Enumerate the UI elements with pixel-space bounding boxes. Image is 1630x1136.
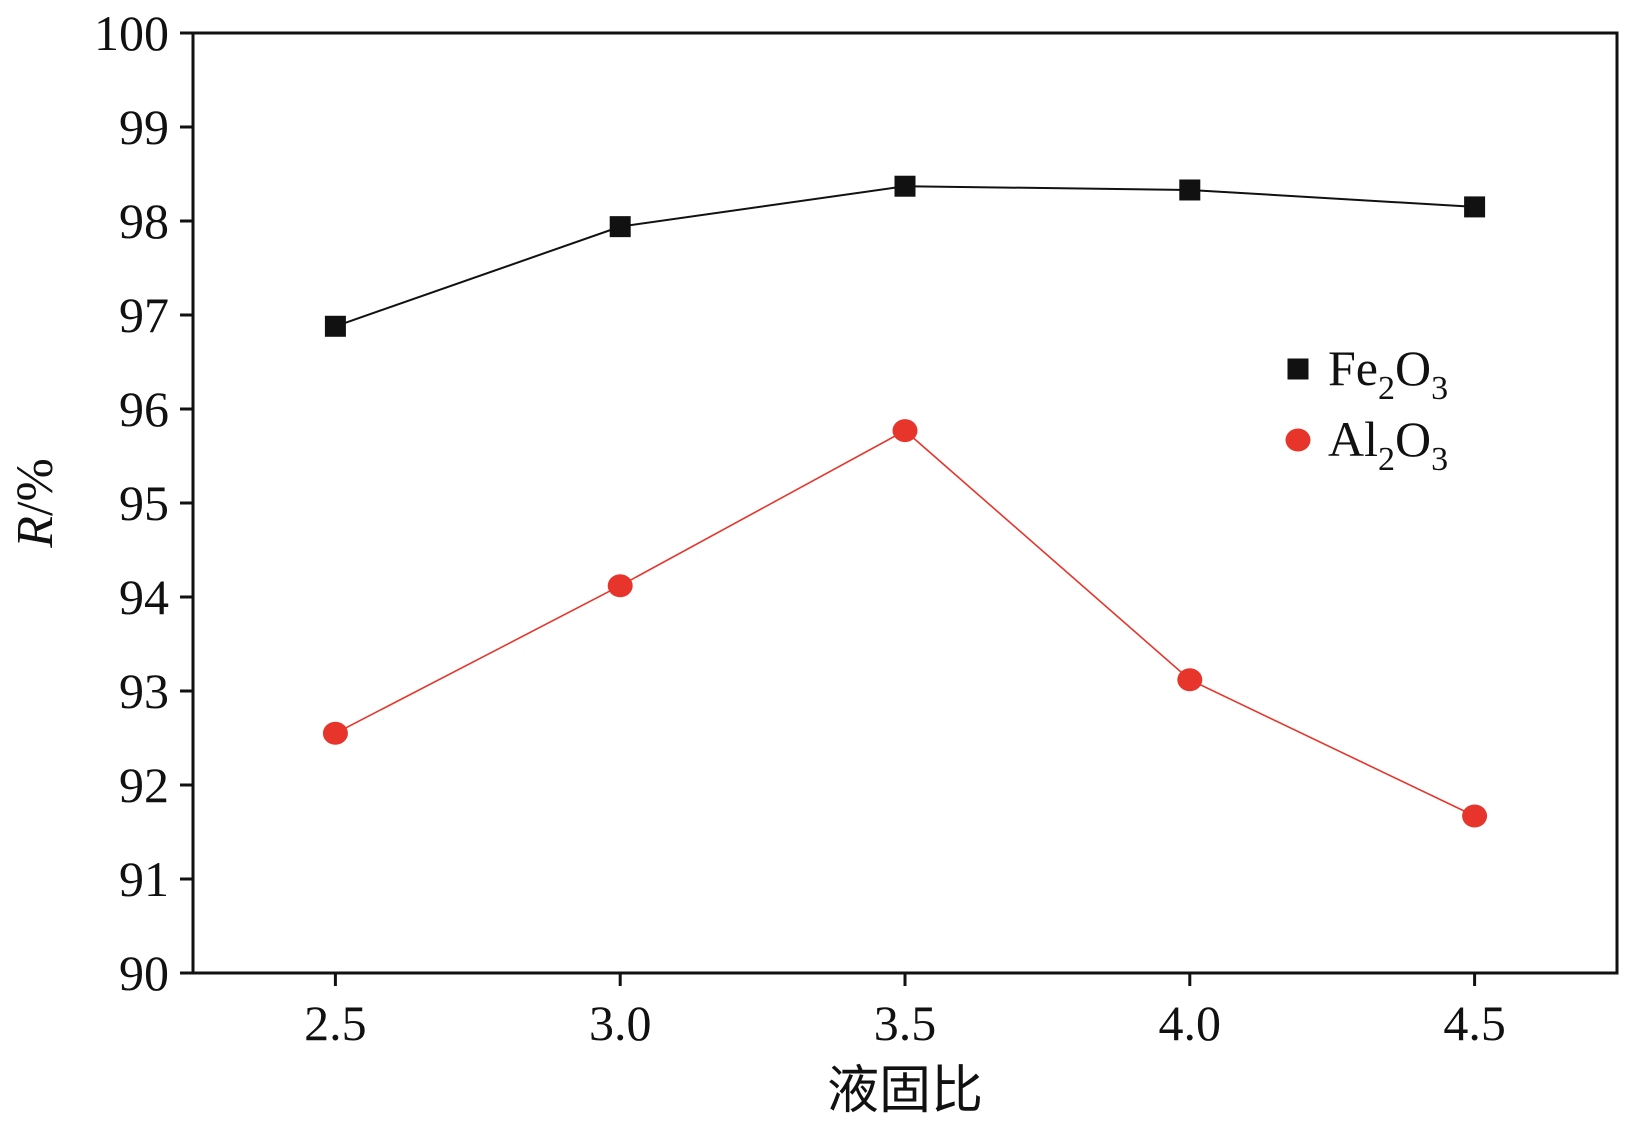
y-tick-label: 100 (94, 5, 169, 61)
data-point-fe2o3 (609, 216, 631, 238)
legend-label-al2o3: Al2O3 (1328, 411, 1448, 478)
y-tick-label: 95 (119, 475, 169, 531)
x-axis-label: 液固比 (827, 1063, 983, 1120)
x-tick-label: 4.5 (1443, 995, 1506, 1051)
legend-label-fe2o3: Fe2O3 (1328, 340, 1448, 407)
plot-frame (191, 31, 1619, 975)
y-tick-label: 91 (119, 851, 169, 907)
legend-marker-al2o3 (1285, 428, 1311, 452)
data-point-fe2o3 (324, 315, 346, 337)
x-tick-label: 3.0 (589, 995, 652, 1051)
x-tick-label: 3.5 (874, 995, 937, 1051)
y-tick-label: 96 (119, 381, 169, 437)
data-point-al2o3 (322, 721, 348, 745)
series-line-al2o3 (335, 429, 1475, 817)
series-line-fe2o3 (335, 185, 1475, 328)
y-tick-label: 99 (119, 99, 169, 155)
y-axis-label: R/% (7, 458, 64, 549)
y-tick-label: 98 (119, 193, 169, 249)
y-tick-label: 92 (119, 757, 169, 813)
data-point-fe2o3 (894, 175, 916, 197)
y-tick-label: 93 (119, 663, 169, 719)
y-tick-label: 97 (119, 287, 169, 343)
data-point-fe2o3 (1179, 179, 1201, 201)
data-point-al2o3 (1462, 804, 1488, 828)
data-point-al2o3 (1177, 668, 1203, 692)
data-point-al2o3 (892, 419, 918, 443)
x-tick-label: 2.5 (304, 995, 367, 1051)
data-point-fe2o3 (1464, 196, 1486, 218)
y-tick-label: 94 (119, 569, 169, 625)
y-tick-label: 90 (119, 945, 169, 1001)
data-point-al2o3 (607, 574, 633, 598)
legend-marker-fe2o3 (1287, 358, 1309, 380)
x-tick-label: 4.0 (1159, 995, 1222, 1051)
